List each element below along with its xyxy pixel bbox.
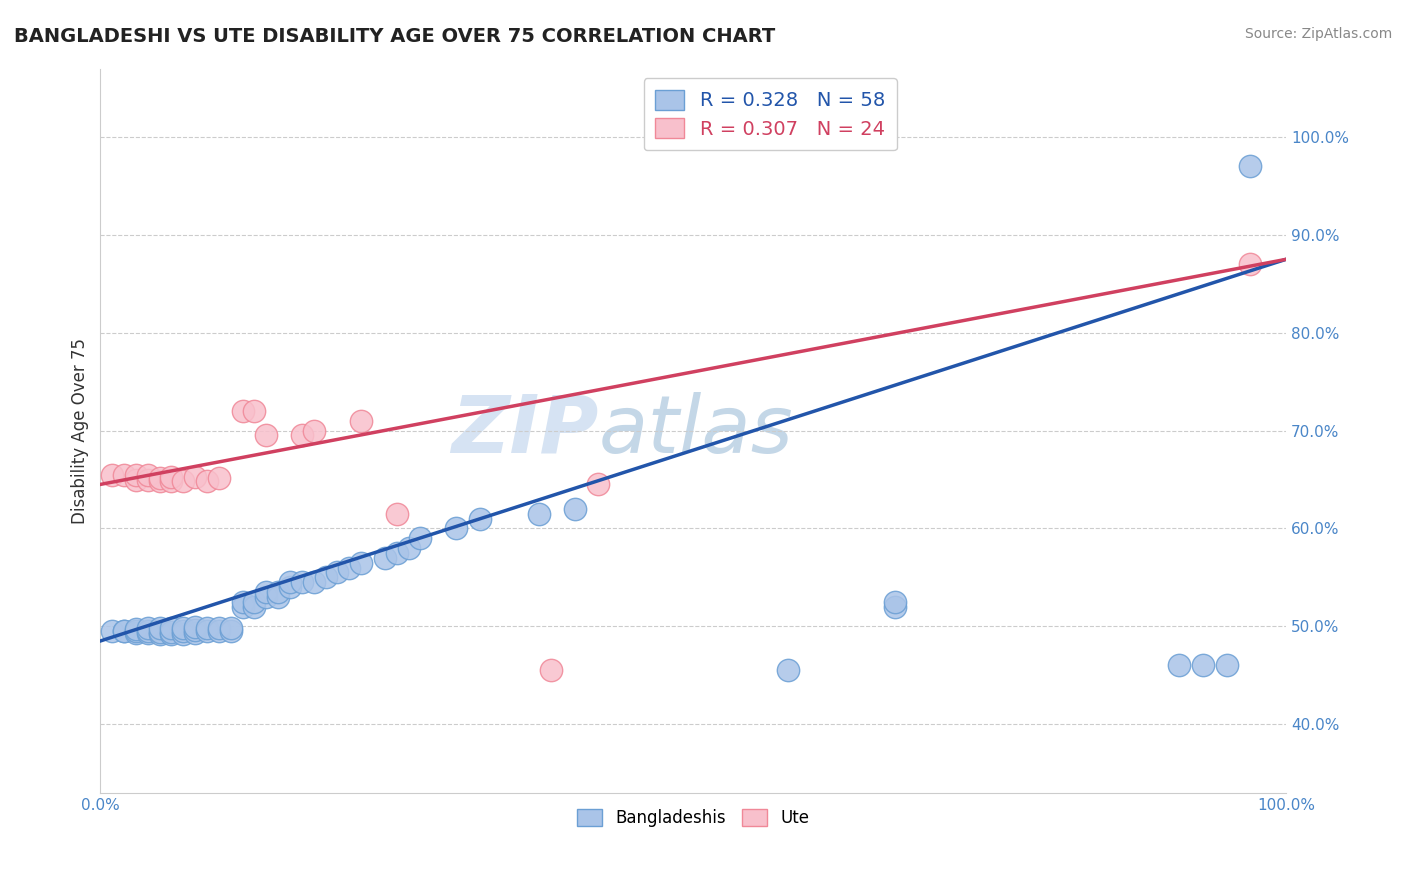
Point	[101, 624, 124, 639]
Point	[243, 599, 266, 614]
Point	[374, 550, 396, 565]
Point	[776, 663, 799, 677]
Point	[112, 624, 135, 639]
Point	[136, 467, 159, 482]
Point	[232, 599, 254, 614]
Point	[337, 560, 360, 574]
Point	[195, 475, 218, 489]
Point	[195, 624, 218, 639]
Point	[326, 566, 349, 580]
Y-axis label: Disability Age Over 75: Disability Age Over 75	[72, 337, 89, 524]
Point	[125, 467, 148, 482]
Point	[302, 575, 325, 590]
Point	[302, 424, 325, 438]
Point	[1239, 257, 1261, 271]
Point	[409, 531, 432, 545]
Point	[149, 625, 172, 640]
Point	[160, 469, 183, 483]
Point	[172, 624, 194, 639]
Point	[540, 663, 562, 677]
Point	[1192, 658, 1215, 673]
Point	[350, 556, 373, 570]
Point	[254, 428, 277, 442]
Point	[149, 621, 172, 635]
Point	[125, 626, 148, 640]
Point	[184, 626, 207, 640]
Point	[315, 570, 337, 584]
Point	[243, 595, 266, 609]
Point	[101, 467, 124, 482]
Point	[468, 511, 491, 525]
Legend: Bangladeshis, Ute: Bangladeshis, Ute	[568, 800, 818, 835]
Point	[291, 428, 314, 442]
Point	[267, 590, 290, 604]
Point	[219, 624, 242, 639]
Point	[112, 467, 135, 482]
Point	[149, 627, 172, 641]
Point	[208, 621, 231, 635]
Point	[112, 624, 135, 639]
Point	[444, 521, 467, 535]
Point	[136, 626, 159, 640]
Point	[208, 470, 231, 484]
Point	[350, 414, 373, 428]
Point	[125, 473, 148, 487]
Point	[883, 595, 905, 609]
Point	[149, 470, 172, 484]
Point	[136, 473, 159, 487]
Point	[136, 621, 159, 635]
Point	[1215, 658, 1237, 673]
Point	[208, 624, 231, 639]
Point	[385, 546, 408, 560]
Point	[195, 621, 218, 635]
Point	[160, 627, 183, 641]
Point	[267, 585, 290, 599]
Point	[527, 507, 550, 521]
Point	[184, 624, 207, 638]
Text: ZIP: ZIP	[451, 392, 599, 469]
Point	[149, 475, 172, 489]
Text: Source: ZipAtlas.com: Source: ZipAtlas.com	[1244, 27, 1392, 41]
Point	[278, 575, 301, 590]
Point	[160, 621, 183, 635]
Point	[243, 404, 266, 418]
Point	[254, 585, 277, 599]
Point	[1239, 160, 1261, 174]
Point	[564, 501, 586, 516]
Point	[232, 595, 254, 609]
Point	[160, 475, 183, 489]
Point	[232, 404, 254, 418]
Point	[172, 621, 194, 635]
Point	[278, 580, 301, 594]
Point	[588, 477, 610, 491]
Text: BANGLADESHI VS UTE DISABILITY AGE OVER 75 CORRELATION CHART: BANGLADESHI VS UTE DISABILITY AGE OVER 7…	[14, 27, 775, 45]
Text: atlas: atlas	[599, 392, 793, 469]
Point	[219, 621, 242, 635]
Point	[385, 507, 408, 521]
Point	[172, 475, 194, 489]
Point	[883, 599, 905, 614]
Point	[184, 469, 207, 483]
Point	[136, 624, 159, 639]
Point	[1168, 658, 1191, 673]
Point	[125, 624, 148, 639]
Point	[398, 541, 420, 555]
Point	[291, 575, 314, 590]
Point	[160, 625, 183, 640]
Point	[254, 590, 277, 604]
Point	[172, 627, 194, 641]
Point	[125, 622, 148, 636]
Point	[184, 620, 207, 634]
